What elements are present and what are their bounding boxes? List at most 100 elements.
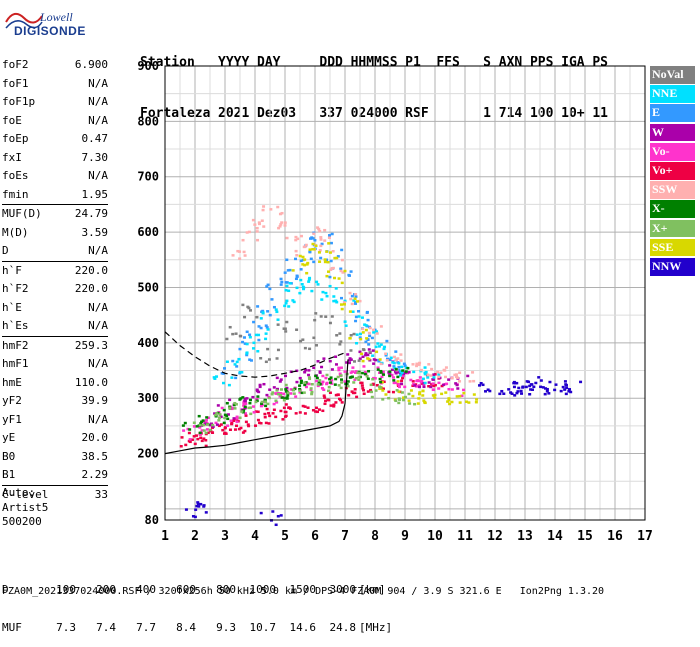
param-value: 0.47 xyxy=(81,132,109,145)
data-point-pixel xyxy=(263,415,267,419)
data-point-pixel xyxy=(381,387,385,390)
data-point-pixel xyxy=(431,394,435,397)
data-point-pixel xyxy=(219,415,223,419)
data-point-pixel xyxy=(245,351,249,354)
data-point-pixel xyxy=(279,393,283,397)
data-point-pixel xyxy=(333,276,337,280)
data-point-pixel xyxy=(332,295,336,298)
x-tick-label: 13 xyxy=(517,529,533,544)
data-point-pixel xyxy=(383,345,387,349)
data-point-pixel xyxy=(276,205,280,209)
data-point-pixel xyxy=(364,328,368,332)
data-point-pixel xyxy=(314,374,318,378)
data-point xyxy=(339,297,359,313)
data-point-pixel xyxy=(335,300,339,304)
data-point-pixel xyxy=(396,371,400,374)
data-point-pixel xyxy=(192,425,196,428)
data-point-pixel xyxy=(513,394,517,397)
data-point-pixel xyxy=(347,393,351,397)
param-row: D N/A xyxy=(2,242,108,261)
data-point-pixel xyxy=(379,371,383,374)
data-point-pixel xyxy=(349,371,353,374)
data-point-pixel xyxy=(310,289,314,293)
data-point-pixel xyxy=(332,299,336,303)
param-key: foEs xyxy=(2,169,29,182)
param-row: hmF1 N/A xyxy=(2,355,108,374)
data-point-pixel xyxy=(244,414,248,417)
data-point-pixel xyxy=(418,392,422,396)
data-point xyxy=(337,366,357,383)
data-point xyxy=(181,421,203,435)
data-point-pixel xyxy=(447,397,451,400)
data-point-pixel xyxy=(409,389,413,392)
param-key: foE xyxy=(2,113,22,127)
data-point-pixel xyxy=(377,345,381,348)
data-point-pixel xyxy=(313,318,317,322)
data-point-pixel xyxy=(206,423,210,426)
data-point-pixel xyxy=(269,208,273,211)
data-point-pixel xyxy=(183,421,187,425)
data-point-pixel xyxy=(247,424,251,428)
data-point xyxy=(241,226,260,242)
data-point-pixel xyxy=(350,375,354,378)
data-point xyxy=(397,391,417,406)
data-point-pixel xyxy=(234,332,238,335)
data-point-pixel xyxy=(543,392,547,396)
data-point-pixel xyxy=(328,234,332,237)
data-point-pixel xyxy=(357,315,361,318)
footer-cell: 1000 xyxy=(249,583,277,596)
data-point-pixel xyxy=(361,327,365,331)
data-point-pixel xyxy=(340,281,344,285)
data-point-pixel xyxy=(354,302,358,305)
data-point-pixel xyxy=(299,278,303,282)
data-point xyxy=(355,330,380,345)
data-point-pixel xyxy=(243,397,247,401)
data-point-pixel xyxy=(371,328,375,332)
data-point xyxy=(387,389,407,403)
param-key: h`F2 xyxy=(2,282,29,295)
data-point-pixel xyxy=(359,337,363,341)
data-point-pixel xyxy=(579,380,583,384)
data-point-pixel xyxy=(215,423,219,426)
data-point-pixel xyxy=(397,368,401,372)
data-point-pixel xyxy=(375,332,379,335)
data-point xyxy=(245,341,260,355)
data-point-pixel xyxy=(270,298,274,301)
data-point-pixel xyxy=(267,396,271,400)
data-point-pixel xyxy=(412,382,416,386)
data-point-pixel xyxy=(352,299,356,302)
param-row: hmE 110.0 xyxy=(2,374,108,393)
data-point-pixel xyxy=(379,343,383,346)
data-point-pixel xyxy=(432,384,436,388)
data-point-pixel xyxy=(262,225,266,228)
data-point-pixel xyxy=(391,390,395,394)
data-point-pixel xyxy=(282,406,286,410)
data-point-pixel xyxy=(271,412,275,415)
data-point-pixel xyxy=(396,375,400,379)
data-point-pixel xyxy=(355,300,359,303)
data-point-pixel xyxy=(338,332,342,335)
param-key: B0 xyxy=(2,449,16,463)
data-point-pixel xyxy=(368,334,372,338)
data-point-pixel xyxy=(455,383,459,387)
data-point xyxy=(291,261,310,275)
param-value: N/A xyxy=(88,357,108,370)
data-point-pixel xyxy=(336,375,340,379)
data-point-pixel xyxy=(268,388,272,391)
data-point-pixel xyxy=(323,258,327,261)
data-point-pixel xyxy=(213,412,217,415)
footer-unit: [MHz] xyxy=(359,620,393,634)
data-point-pixel xyxy=(217,419,221,422)
data-point-pixel xyxy=(322,394,326,397)
data-point-pixel xyxy=(334,393,338,397)
data-point-pixel xyxy=(310,383,314,386)
footer-cell: 7.3 xyxy=(56,620,76,634)
data-point-pixel xyxy=(413,384,417,387)
data-point-pixel xyxy=(295,286,299,290)
data-point-pixel xyxy=(328,391,332,394)
data-point-pixel xyxy=(231,359,235,363)
data-point-pixel xyxy=(443,382,447,386)
x-tick-label: 7 xyxy=(341,529,349,544)
data-point-pixel xyxy=(340,258,344,262)
footer-cell: 3000 xyxy=(329,583,357,596)
